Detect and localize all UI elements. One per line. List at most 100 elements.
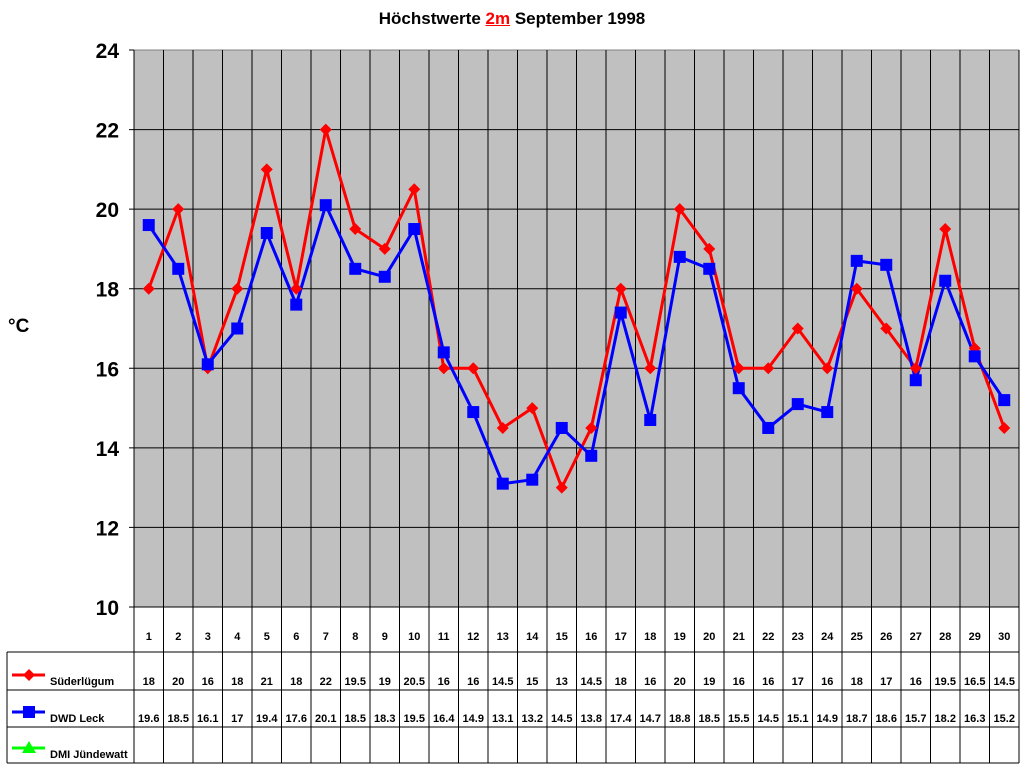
x-tick-label: 18 [644, 631, 656, 643]
y-tick-label: 10 [96, 597, 119, 620]
data-table-cell: 17 [880, 676, 892, 688]
data-table-cell: 18.8 [669, 713, 690, 725]
data-table-cell: 14.5 [758, 713, 779, 725]
data-table-cell: 18 [851, 676, 863, 688]
data-table-cell: 16.1 [197, 713, 218, 725]
y-axis-label: °C [8, 316, 30, 337]
y-tick-label: 18 [96, 279, 120, 302]
data-point-square [231, 322, 244, 335]
data-point-square [526, 473, 539, 486]
data-point-square [319, 199, 332, 212]
data-table-cell: 16 [733, 676, 745, 688]
data-table-cell: 19.5 [404, 713, 425, 725]
data-point-square [142, 219, 155, 232]
legend-marker-diamond [23, 669, 35, 681]
data-point-diamond [260, 163, 273, 176]
data-point-square [172, 262, 185, 275]
data-point-diamond [142, 282, 155, 295]
x-tick-label: 3 [205, 631, 211, 643]
data-point-diamond [909, 362, 922, 375]
data-table-cell: 14.7 [640, 713, 661, 725]
data-point-square [408, 223, 421, 236]
data-point-diamond [319, 123, 332, 136]
data-table-cell: 15 [526, 676, 538, 688]
data-table-cell: 13 [556, 676, 568, 688]
data-point-diamond [880, 322, 893, 335]
data-point-square [378, 270, 391, 283]
data-point-square [644, 414, 657, 427]
title-part: Höchstwerte [378, 9, 486, 28]
data-point-square [290, 298, 303, 311]
data-point-diamond [644, 362, 657, 375]
x-tick-label: 19 [674, 631, 686, 643]
data-table-cell: 17.6 [286, 713, 307, 725]
y-tick-label: 22 [96, 120, 119, 143]
data-table-cell: 15.5 [728, 713, 749, 725]
x-tick-label: 26 [880, 631, 892, 643]
data-point-diamond [437, 362, 450, 375]
data-table-cell: 13.1 [492, 713, 513, 725]
data-table-cell: 20 [674, 676, 686, 688]
x-tick-label: 17 [615, 631, 627, 643]
data-point-square [703, 262, 716, 275]
data-point-square [349, 262, 362, 275]
data-table-cell: 19 [379, 676, 391, 688]
data-point-diamond [673, 203, 686, 216]
data-point-square [821, 406, 834, 419]
data-point-diamond [172, 203, 185, 216]
x-tick-label: 23 [792, 631, 804, 643]
data-point-diamond [378, 242, 391, 255]
x-tick-label: 13 [497, 631, 509, 643]
data-table-cell: 14.5 [994, 676, 1015, 688]
data-table-cell: 14.9 [817, 713, 838, 725]
data-table-cell: 13.8 [581, 713, 602, 725]
data-table-cell: 18.6 [876, 713, 897, 725]
data-table-cell: 18 [290, 676, 302, 688]
data-point-diamond [791, 322, 804, 335]
x-tick-label: 5 [264, 631, 270, 643]
data-table-cell: 16 [821, 676, 833, 688]
data-point-square [880, 258, 893, 271]
data-point-diamond [290, 282, 303, 295]
x-tick-label: 7 [323, 631, 329, 643]
data-point-diamond [939, 223, 952, 236]
data-point-diamond [496, 421, 509, 434]
data-table-cell: 16.4 [433, 713, 455, 725]
data-point-diamond [349, 223, 362, 236]
data-table-cell: 16 [762, 676, 774, 688]
x-tick-label: 21 [733, 631, 745, 643]
data-table-cell: 16.3 [964, 713, 985, 725]
series-line [147, 128, 1006, 490]
data-table-cell: 18.5 [699, 713, 720, 725]
data-table-cell: 14.5 [581, 676, 602, 688]
data-table-cell: 18 [615, 676, 627, 688]
data-table-cell: 18.5 [168, 713, 189, 725]
x-tick-label: 6 [293, 631, 299, 643]
data-point-square [614, 306, 627, 319]
data-point-diamond [850, 282, 863, 295]
x-tick-label: 1 [146, 631, 152, 643]
x-tick-label: 15 [556, 631, 568, 643]
x-tick-label: 28 [939, 631, 951, 643]
data-table-cell: 18 [143, 676, 155, 688]
data-point-square [939, 274, 952, 287]
data-point-square [437, 346, 450, 359]
data-table-cell: 17 [792, 676, 804, 688]
x-tick-label: 30 [998, 631, 1010, 643]
data-table-cell: 14.5 [492, 676, 513, 688]
data-table-cell: 20.1 [315, 713, 336, 725]
data-point-square [791, 398, 804, 411]
x-tick-label: 12 [467, 631, 479, 643]
data-table-cell: 16 [644, 676, 656, 688]
data-table-cell: 13.2 [522, 713, 543, 725]
data-point-diamond [408, 183, 421, 196]
data-point-square [968, 350, 981, 363]
data-point-square [998, 394, 1011, 407]
y-tick-label: 16 [96, 358, 119, 381]
data-table-cell: 22 [320, 676, 332, 688]
data-table-cell: 14.9 [463, 713, 484, 725]
data-point-diamond [467, 362, 480, 375]
x-tick-label: 4 [234, 631, 241, 643]
x-tick-label: 20 [703, 631, 715, 643]
data-point-diamond [821, 362, 834, 375]
